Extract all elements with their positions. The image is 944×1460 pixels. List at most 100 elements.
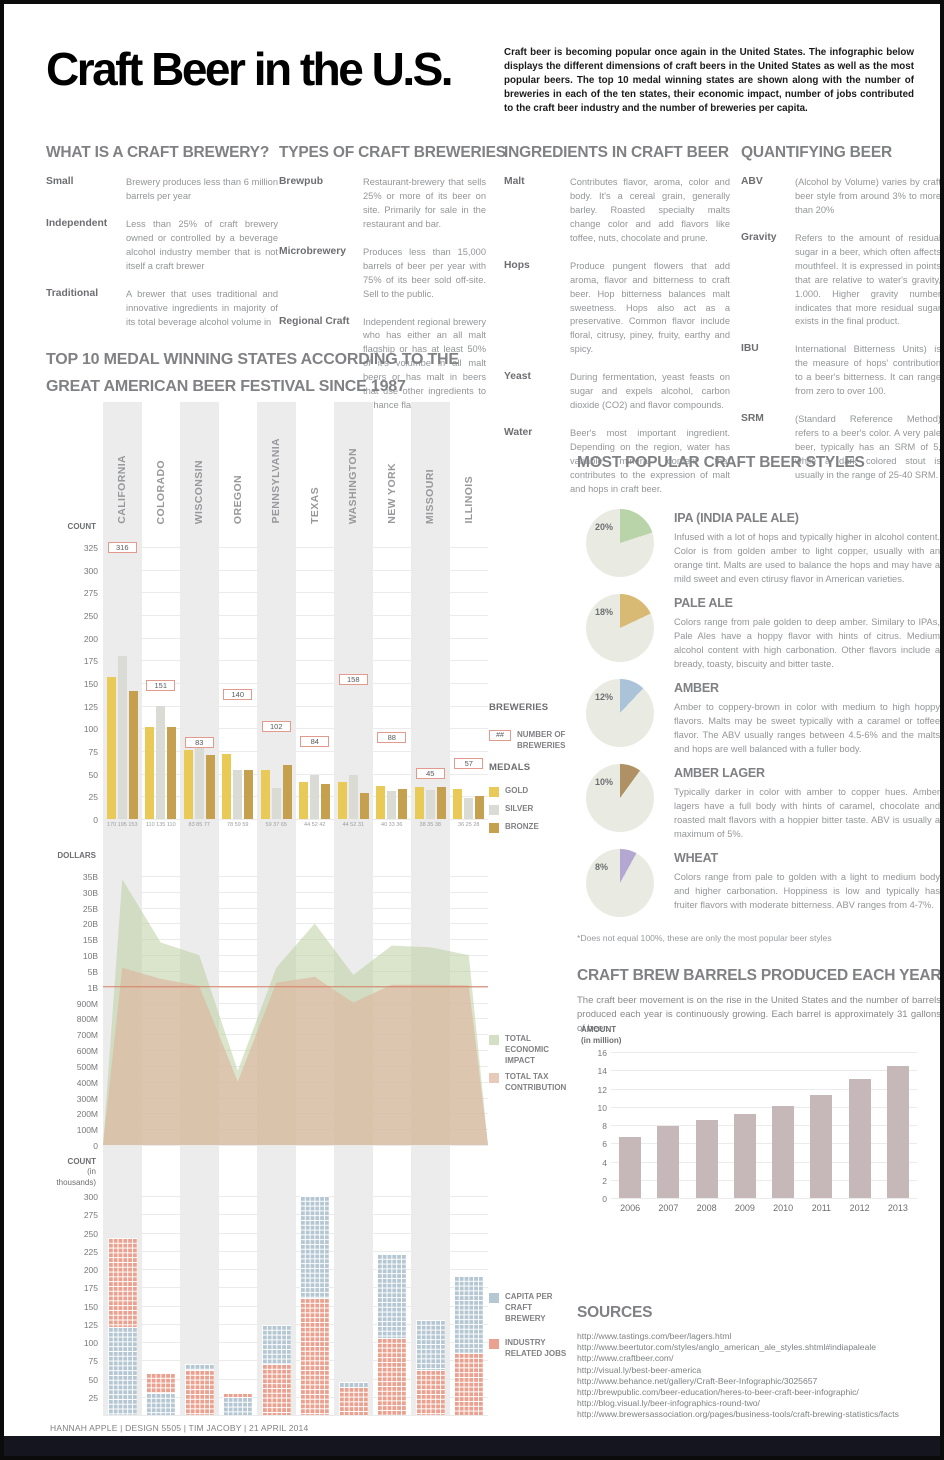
gridline xyxy=(611,1070,917,1072)
beer-style-name: AMBER xyxy=(674,681,719,695)
medal-bar xyxy=(398,788,408,819)
breweries-badge: 102 xyxy=(261,720,291,732)
silver-swatch xyxy=(489,805,499,815)
medal-bar xyxy=(106,676,116,819)
medal-bar xyxy=(475,795,485,819)
definition-term: SRM xyxy=(741,413,764,425)
medal-bar xyxy=(337,782,347,819)
y-tick-label: 15B xyxy=(82,935,98,946)
y-tick-label: 250 xyxy=(83,611,98,621)
barrels-section: CRAFT BREW BARRELS PRODUCED EACH YEAR Th… xyxy=(577,967,940,1247)
pie-percent-label: 18% xyxy=(595,607,614,617)
medal-values: 59 37 65 xyxy=(265,822,287,828)
state-label: COLORADO xyxy=(154,459,167,524)
bronze-swatch xyxy=(489,823,499,833)
gridline xyxy=(103,939,488,941)
x-tick-label: 2011 xyxy=(811,1203,832,1213)
breweries-badge: 88 xyxy=(377,732,407,744)
types-list: Brewpub Restaurant-brewery that sells 25%… xyxy=(279,176,486,413)
styles-footnote: *Does not equal 100%, these are only the… xyxy=(577,933,832,943)
source-link: http://www.tastings.com/beer/lagers.html xyxy=(577,1331,732,1341)
waffle-column xyxy=(223,1393,253,1415)
waffle-column xyxy=(338,1382,368,1415)
waffle-segment xyxy=(184,1369,214,1415)
gridline xyxy=(103,592,488,594)
medal-values: 110 135 110 xyxy=(145,822,176,828)
waffle-segment xyxy=(377,1254,407,1339)
waffle-segment xyxy=(454,1276,484,1353)
credit-line: HANNAH APPLE | DESIGN 5505 | TIM JACOBY … xyxy=(50,1423,309,1433)
waffle-segment xyxy=(107,1327,137,1415)
breweries-badge: 84 xyxy=(300,735,330,747)
silver-legend-item: SILVER xyxy=(489,804,569,815)
gridline xyxy=(103,683,488,684)
medal-bar xyxy=(244,769,254,819)
medal-bar xyxy=(453,788,463,819)
medal-bar xyxy=(282,764,292,819)
capita-swatch xyxy=(489,1293,499,1303)
pie-percent-label: 10% xyxy=(595,777,614,787)
gridline xyxy=(611,1125,917,1126)
gold-legend-label: GOLD xyxy=(505,786,529,795)
medal-bar xyxy=(348,775,358,819)
y-tick-label: 700M xyxy=(76,1030,98,1041)
gridline xyxy=(103,1342,488,1343)
beer-style-name: IPA (INDIA PALE ALE) xyxy=(674,511,799,525)
barrels-bar-chart: 16 14 12 10 8 6 4 2 0 2006 2007 2008 2009 2010 2011 201… xyxy=(598,1048,917,1213)
style-pie-chart: 8% xyxy=(586,849,654,917)
medal-values: 38 35 38 xyxy=(419,822,441,828)
waffle-segment xyxy=(338,1382,368,1388)
state-label: TEXAS xyxy=(308,486,321,524)
y-tick-label: 225 xyxy=(83,1246,98,1257)
definition-text: Produce pungent flowers that add aroma, … xyxy=(570,260,730,355)
y-tick-label: 4 xyxy=(602,1157,607,1168)
source-link: http://blog.visual.ly/beer-infographics-… xyxy=(577,1398,760,1409)
waffle-column xyxy=(107,1237,137,1415)
definition-term: Microbrewery xyxy=(279,245,346,257)
medal-bar xyxy=(205,754,215,819)
definition-text: Contributes flavor, aroma, color and bod… xyxy=(570,177,730,243)
gridline xyxy=(103,1269,488,1270)
y-tick-label: 100M xyxy=(76,1125,98,1136)
gold-swatch xyxy=(489,787,499,797)
definition-term: Regional Craft xyxy=(279,315,350,327)
jobs-swatch xyxy=(489,1339,499,1349)
medal-bar xyxy=(387,791,397,819)
bottom-bar xyxy=(4,1436,940,1456)
y-tick-label: 16 xyxy=(597,1048,607,1058)
y-tick-label: 500M xyxy=(76,1061,98,1072)
definition-text: Produces less than 15,000 barrels of bee… xyxy=(363,246,486,299)
definition-term: Malt xyxy=(504,176,525,187)
medal-bar xyxy=(183,749,193,819)
economic-legend-label: TOTAL ECONOMIC IMPACT xyxy=(505,1034,549,1065)
waffle-column xyxy=(377,1254,407,1415)
gridline xyxy=(103,1305,488,1307)
beer-style-desc: Colors range from pale golden to deep am… xyxy=(674,617,940,669)
beer-style-name: WHEAT xyxy=(674,851,718,865)
quantifying-section: QUANTIFYING BEER ABV (Alcohol by Volume) … xyxy=(741,144,941,483)
medal-values: 36 25 28 xyxy=(458,822,480,828)
economic-legend-item: TOTAL ECONOMIC IMPACT xyxy=(489,1034,569,1066)
y-tick-label: 5B xyxy=(87,966,98,977)
definition-text: International Bitterness Units) is the m… xyxy=(795,344,941,397)
medal-chart-title: TOP 10 MEDAL WINNING STATES ACCORDING TO… xyxy=(46,351,459,396)
beer-style-name: AMBER LAGER xyxy=(674,766,765,780)
style-pie-chart: 10% xyxy=(586,764,654,832)
waffle-segment xyxy=(377,1338,407,1415)
y-tick-label: 125 xyxy=(83,1319,98,1330)
breweries-badge: 45 xyxy=(415,768,445,780)
barrel-bar xyxy=(733,1114,756,1198)
gold-legend-item: GOLD xyxy=(489,786,569,797)
definition-text: Refers to the amount of residual sugar i… xyxy=(795,232,941,327)
style-pie-chart: 18% xyxy=(586,594,654,662)
waffle-segment xyxy=(415,1320,445,1370)
gridline xyxy=(103,1214,488,1216)
gridline xyxy=(103,1287,488,1289)
medal-bar xyxy=(233,769,243,819)
beer-style-desc: Typically darker in color with amber to … xyxy=(674,787,940,839)
column-band xyxy=(334,402,373,1416)
gridline xyxy=(103,705,488,707)
ingredients-section: INGREDIENTS IN CRAFT BEER Malt Contribute… xyxy=(504,144,730,497)
medal-values: 170 195 153 xyxy=(106,822,138,828)
waffle-segment xyxy=(300,1196,330,1299)
